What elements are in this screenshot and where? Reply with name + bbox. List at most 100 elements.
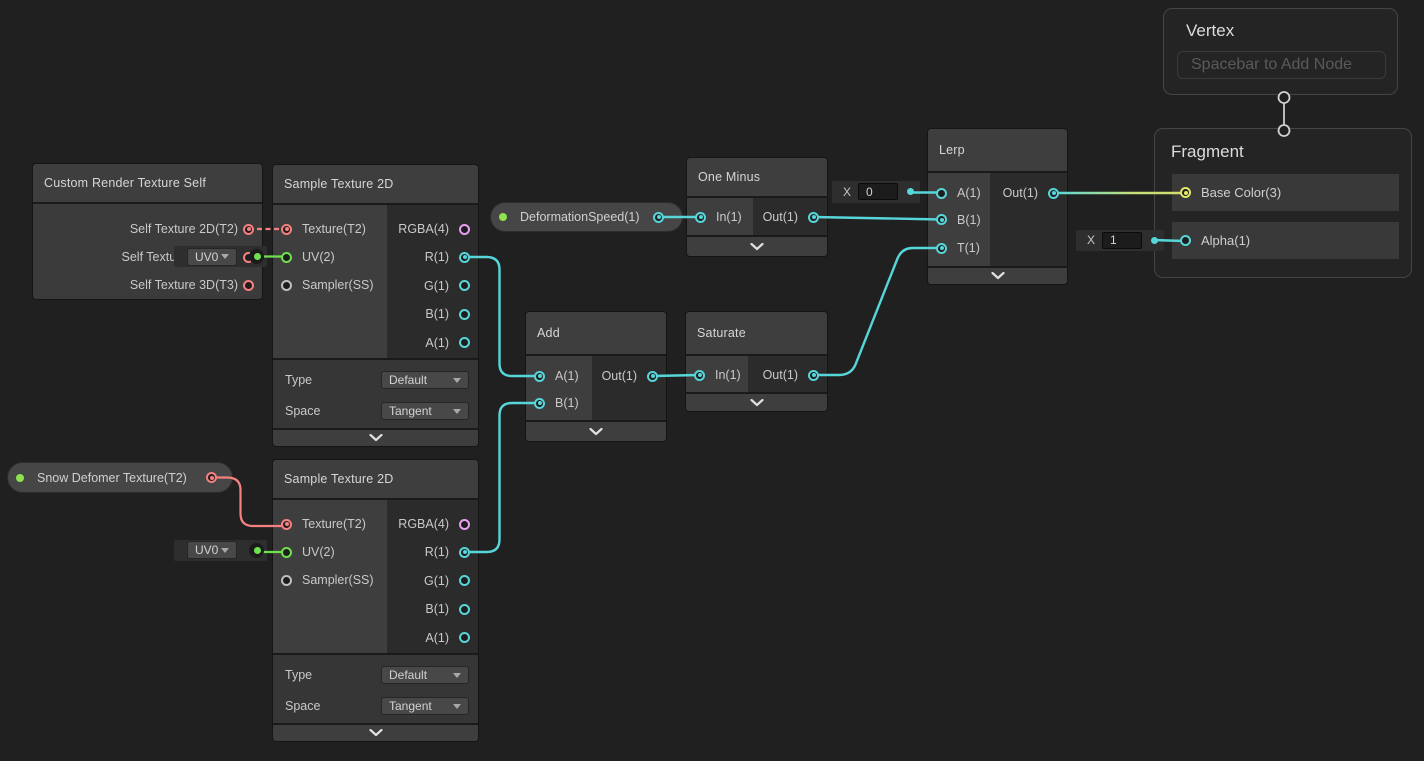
a-output-port[interactable] (459, 337, 470, 348)
port-row-out: Out(1) (990, 179, 1067, 207)
node-custom-render-texture-self[interactable]: Custom Render Texture Self Self Texture … (33, 164, 262, 299)
output-label: A(1) (425, 335, 449, 350)
node-lerp[interactable]: Lerp A(1) B(1) T(1) Out(1) (928, 129, 1067, 284)
uv-input-port[interactable] (281, 251, 292, 263)
a-output-port[interactable] (459, 632, 470, 643)
property-output-port[interactable] (206, 472, 217, 483)
wire-saturate-to-lerp-t[interactable] (813, 246, 942, 377)
b-output-port[interactable] (459, 308, 470, 320)
b-input-port[interactable] (534, 397, 545, 409)
self-texture-2d-output-port[interactable] (243, 223, 254, 235)
sampler-input-port[interactable] (281, 574, 292, 586)
chevron-down-icon (453, 703, 461, 709)
node-title-bar[interactable]: Custom Render Texture Self (33, 164, 262, 202)
uv-channel-dropdown[interactable]: UV0 (187, 541, 237, 559)
alpha-value-input[interactable] (1102, 231, 1143, 249)
chevron-down-icon (221, 254, 229, 259)
node-title-bar[interactable]: Sample Texture 2D (273, 460, 478, 498)
type-dropdown[interactable]: Default (381, 371, 469, 389)
lerp-a-value-input[interactable] (858, 183, 899, 201)
exposed-property-dot-icon (16, 473, 24, 482)
property-node-snow-deformer-texture[interactable]: Snow Defomer Texture(T2) (7, 462, 233, 493)
out-output-port[interactable] (808, 211, 819, 223)
type-control-row: Type Default (285, 664, 469, 686)
port-row-out: Out(1) (748, 361, 827, 389)
alpha-connector-dot[interactable] (1151, 236, 1158, 244)
property-node-deformation-speed[interactable]: DeformationSpeed(1) (490, 202, 683, 232)
r-output-port[interactable] (459, 251, 470, 263)
chevron-down-icon (453, 408, 461, 414)
base-color-input-port[interactable] (1180, 187, 1191, 198)
space-dropdown[interactable]: Tangent (381, 697, 469, 715)
collapse-toggle[interactable] (687, 237, 827, 256)
x-component-label: X (843, 184, 852, 199)
collapse-toggle[interactable] (526, 422, 666, 441)
out-output-port[interactable] (1048, 187, 1059, 199)
collapse-toggle[interactable] (273, 725, 478, 741)
property-output-port[interactable] (653, 211, 664, 223)
collapse-toggle[interactable] (273, 430, 478, 446)
port-row-texture: Texture(T2) (273, 215, 387, 243)
port-row-a: A(1) (526, 362, 592, 390)
input-label: UV(2) (302, 250, 335, 264)
vertex-context-block[interactable]: Vertex Spacebar to Add Node (1163, 8, 1398, 95)
t-input-port[interactable] (936, 242, 947, 254)
wire-oneminus-to-lerp-b[interactable] (813, 215, 942, 221)
collapse-chevron-icon (589, 427, 603, 435)
node-one-minus[interactable]: One Minus In(1) Out(1) (687, 158, 827, 256)
node-title: One Minus (698, 170, 761, 184)
port-row-uv: UV(2) (273, 243, 387, 271)
node-title-bar[interactable]: Saturate (686, 312, 827, 354)
texture-input-port[interactable] (281, 518, 292, 530)
out-output-port[interactable] (647, 370, 658, 382)
uv-channel-dropdown[interactable]: UV0 (187, 247, 237, 266)
sampler-input-port[interactable] (281, 279, 292, 291)
type-dropdown[interactable]: Default (381, 666, 469, 684)
base-color-label: Base Color(3) (1201, 185, 1282, 200)
port-row-out: Out(1) (592, 362, 666, 390)
texture-input-port[interactable] (281, 223, 292, 235)
rgba-output-port[interactable] (459, 518, 470, 530)
node-title-bar[interactable]: Sample Texture 2D (273, 165, 478, 203)
uv-input-port[interactable] (281, 546, 292, 558)
collapse-toggle[interactable] (686, 394, 827, 411)
node-sample-texture-2d-2[interactable]: Sample Texture 2D Texture(T2) UV(2) Samp… (273, 460, 478, 741)
a-input-port[interactable] (936, 187, 947, 199)
node-saturate[interactable]: Saturate In(1) Out(1) (686, 312, 827, 411)
space-dropdown[interactable]: Tangent (381, 402, 469, 420)
node-title-bar[interactable]: Add (526, 312, 666, 354)
g-output-port[interactable] (459, 575, 470, 586)
r-output-port[interactable] (459, 546, 470, 558)
self-texture-3d-output-port[interactable] (243, 279, 254, 291)
node-title-bar[interactable]: One Minus (687, 158, 827, 196)
port-row-texture: Texture(T2) (273, 510, 387, 538)
port-row-b: B(1) (387, 300, 478, 328)
node-sample-texture-2d-1[interactable]: Sample Texture 2D Texture(T2) UV(2) Samp… (273, 165, 478, 446)
in-input-port[interactable] (694, 369, 705, 381)
node-add[interactable]: Add A(1) B(1) Out(1) (526, 312, 666, 441)
chevron-down-icon (221, 547, 229, 553)
g-output-port[interactable] (459, 280, 470, 291)
fragment-context-block[interactable]: Fragment Base Color(3) Alpha(1) (1154, 128, 1412, 278)
b-output-port[interactable] (459, 603, 470, 615)
out-output-port[interactable] (808, 369, 819, 381)
uv-connector-dot[interactable] (254, 546, 261, 554)
space-label: Space (285, 699, 321, 713)
b-input-port[interactable] (936, 214, 947, 225)
port-row-sampler: Sampler(SS) (273, 271, 387, 299)
output-label: G(1) (424, 573, 449, 588)
alpha-input-port[interactable] (1180, 235, 1191, 246)
a-input-port[interactable] (534, 370, 545, 382)
output-label: B(1) (425, 307, 449, 321)
node-title-bar[interactable]: Lerp (928, 129, 1067, 171)
alpha-inline-control: X (1076, 230, 1164, 251)
collapse-chevron-icon (368, 729, 383, 737)
rgba-output-port[interactable] (459, 223, 470, 235)
uv-connector-dot[interactable] (254, 253, 261, 260)
port-row-b: B(1) (928, 206, 990, 234)
a-connector-dot[interactable] (907, 188, 914, 196)
output-label: Self Texture 2D(T2) (129, 222, 238, 236)
collapse-toggle[interactable] (928, 268, 1067, 284)
in-input-port[interactable] (695, 211, 706, 223)
